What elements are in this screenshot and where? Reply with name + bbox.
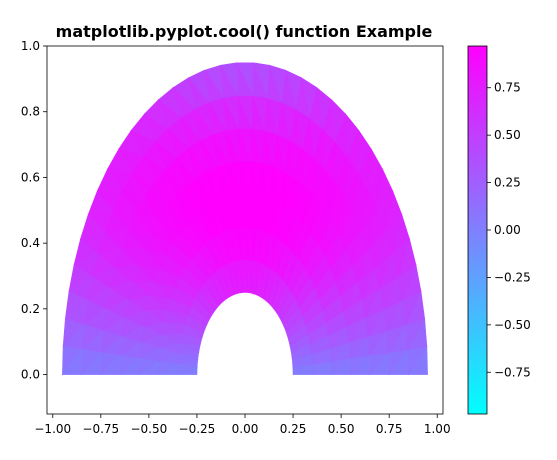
colorbar-tick-label-5: 0.50 <box>494 128 521 142</box>
x-tick-label-5: 0.25 <box>280 422 307 436</box>
colorbar-tick-label-6: 0.75 <box>494 81 521 95</box>
colorbar-tick-label-0: −0.75 <box>494 365 531 379</box>
y-tick-label-1: 0.2 <box>21 302 40 316</box>
x-tick-label-8: 1.00 <box>424 422 451 436</box>
colorbar-bar <box>467 45 488 415</box>
colorbar-tick-label-1: −0.50 <box>494 318 531 332</box>
axes: −1.00 −0.75 −0.50 −0.25 0.00 0.25 0.50 0.75 1.00… <box>21 39 451 436</box>
x-tick-label-3: −0.25 <box>179 422 216 436</box>
mesh-triangle-139 <box>158 363 179 375</box>
mesh-triangle-69 <box>177 366 198 375</box>
y-tick-label-5: 1.0 <box>21 39 40 53</box>
x-tick-label-1: −0.75 <box>82 422 119 436</box>
y-tick-label-2: 0.4 <box>21 236 40 250</box>
chart-title: matplotlib.pyplot.cool() function Exampl… <box>56 22 433 41</box>
x-tick-label-2: −0.50 <box>130 422 167 436</box>
colorbar-tick-label-2: −0.25 <box>494 270 531 284</box>
y-tick-label-0: 0.0 <box>21 368 40 382</box>
mesh-triangle-419 <box>80 351 102 375</box>
x-tick-label-0: −1.00 <box>34 422 71 436</box>
x-tick-label-7: 0.75 <box>376 422 403 436</box>
colorbar-tick-label-4: 0.25 <box>494 176 521 190</box>
colorbar-tick-label-3: 0.00 <box>494 223 521 237</box>
x-tick-label-4: 0.00 <box>232 422 259 436</box>
y-tick-label-4: 0.8 <box>21 105 40 119</box>
mesh-triangle-349 <box>100 354 121 375</box>
mesh-triangle-489 <box>61 348 83 375</box>
x-tick-label-6: 0.50 <box>328 422 355 436</box>
plot-area <box>61 62 428 376</box>
y-tick-label-3: 0.6 <box>21 170 40 184</box>
mesh-triangle-279 <box>119 357 141 375</box>
mesh-triangle-209 <box>138 360 160 375</box>
colorbar: −0.75 −0.50 −0.25 0.00 0.25 0.50 0.75 <box>467 45 531 415</box>
